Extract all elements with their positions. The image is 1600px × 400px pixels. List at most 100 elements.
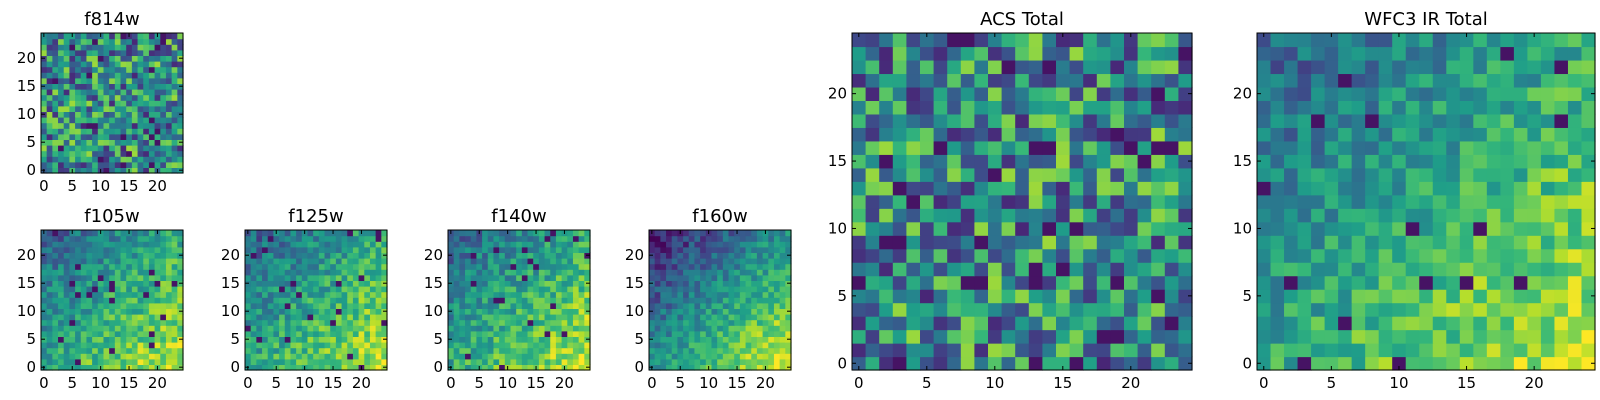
heatmap-cell (756, 319, 764, 326)
heatmap-cell (499, 291, 506, 298)
heatmap-cell (988, 59, 1003, 75)
heatmap-cell (165, 156, 173, 163)
heatmap-cell (352, 347, 360, 354)
heatmap-cell (1297, 221, 1312, 236)
heatmap-cell (1540, 248, 1556, 263)
heatmap-cell (114, 297, 122, 304)
heatmap-cell (1513, 235, 1528, 250)
heatmap-cell (555, 252, 563, 259)
heatmap-cell (131, 342, 139, 349)
heatmap-cell (313, 347, 320, 354)
heatmap-cell (1028, 33, 1043, 48)
heatmap-cell (352, 330, 360, 337)
heatmap-cell (933, 59, 948, 75)
heatmap-cell (58, 49, 65, 56)
heatmap-cell (126, 241, 133, 248)
heatmap-cell (521, 286, 529, 293)
heatmap-cell (126, 258, 133, 265)
heatmap-cell (527, 330, 534, 337)
heatmap-cell (453, 241, 460, 248)
heatmap-cell (487, 280, 495, 287)
heatmap-cell (920, 154, 935, 169)
heatmap-cell (375, 291, 382, 298)
heatmap-cell (63, 347, 70, 354)
heatmap-cell (330, 314, 337, 321)
heatmap-cell (561, 269, 568, 276)
heatmap-cell (722, 336, 730, 343)
heatmap-cell (352, 263, 360, 270)
heatmap-cell (1473, 302, 1488, 317)
heatmap-cell (296, 286, 303, 293)
heatmap-cell (728, 230, 735, 237)
heatmap-cell (165, 269, 173, 276)
heatmap-cell (1137, 289, 1152, 304)
heatmap-cell (578, 314, 585, 321)
heatmap-cell (465, 342, 472, 349)
heatmap-cell (1419, 302, 1434, 317)
heatmap-cell (160, 117, 167, 124)
heatmap-cell (567, 364, 574, 371)
heatmap-cell (177, 330, 184, 337)
heatmap-cell (448, 241, 455, 248)
heatmap-cell (250, 358, 257, 365)
heatmap-cell (1351, 181, 1366, 196)
heatmap-cell (482, 235, 489, 242)
heatmap-cell (865, 208, 880, 223)
heatmap-cell (1365, 248, 1380, 263)
heatmap-cell (109, 280, 116, 287)
heatmap-cell (171, 128, 178, 135)
heatmap-cell (677, 258, 684, 265)
heatmap-cell (290, 246, 297, 253)
heatmap-cell (86, 269, 93, 276)
heatmap-cell (364, 314, 371, 321)
heatmap-cell (734, 336, 741, 343)
heatmap-cell (459, 291, 466, 298)
heatmap-cell (947, 127, 962, 142)
heatmap-cell (1500, 221, 1515, 236)
heatmap-cell (92, 55, 99, 62)
heatmap-cell (1446, 33, 1461, 48)
heatmap-cell (279, 336, 286, 343)
heatmap-cell (58, 38, 65, 45)
heatmap-cell (516, 235, 523, 242)
heatmap-cell (694, 235, 701, 242)
heatmap-cell (1164, 235, 1179, 250)
x-tick-label: 15 (323, 374, 342, 392)
heatmap-cell (296, 336, 303, 343)
heatmap-cell (143, 302, 150, 309)
heatmap-cell (762, 353, 769, 360)
heatmap-cell (301, 336, 309, 343)
heatmap-cell (1270, 262, 1285, 277)
heatmap-cell (538, 314, 546, 321)
heatmap-cell (1459, 208, 1474, 223)
heatmap-cell (1124, 235, 1139, 250)
heatmap-cell (1459, 140, 1474, 155)
heatmap-cell (137, 94, 144, 101)
heatmap-cell (114, 258, 122, 265)
heatmap-cell (80, 128, 88, 135)
heatmap-cell (137, 150, 144, 157)
heatmap-cell (1028, 302, 1043, 317)
heatmap-cell (654, 302, 661, 309)
heatmap-cell (694, 336, 701, 343)
heatmap-cell (920, 289, 935, 304)
heatmap-cell (97, 258, 105, 265)
heatmap-cell (654, 269, 661, 276)
heatmap-cell (660, 314, 667, 321)
heatmap-cell (75, 133, 82, 140)
heatmap-cell (69, 133, 76, 140)
heatmap-cell (126, 105, 133, 112)
heatmap-cell (1284, 46, 1299, 61)
heatmap-cell (1365, 194, 1380, 209)
heatmap-cell (171, 314, 178, 321)
heatmap-cell (521, 241, 529, 248)
heatmap-cell (256, 258, 263, 265)
heatmap-cell (171, 77, 178, 84)
heatmap-cell (960, 181, 975, 196)
heatmap-cell (920, 275, 935, 290)
heatmap-cell (80, 291, 88, 298)
heatmap-cell (865, 221, 880, 236)
heatmap-cell (137, 100, 144, 107)
heatmap-cell (734, 342, 741, 349)
